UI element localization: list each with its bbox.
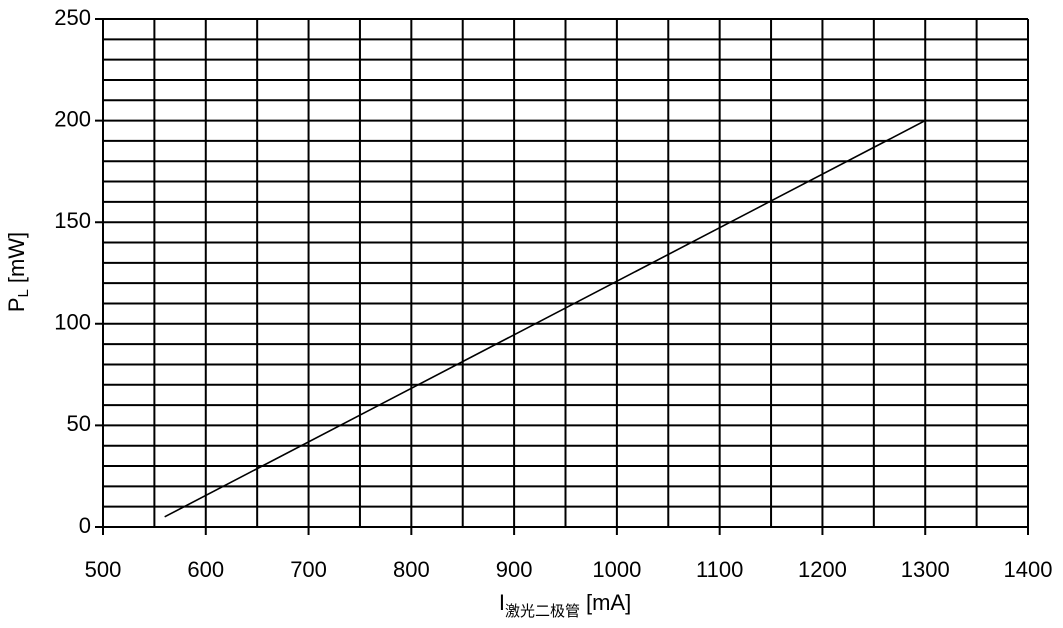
y-tick-label: 250: [54, 5, 91, 30]
data-line: [164, 119, 926, 518]
x-label-symbol: I: [499, 590, 505, 615]
x-tick-label: 1400: [1004, 557, 1053, 582]
x-axis-label: I激光二极管 [mA]: [499, 590, 631, 620]
x-tick-label: 500: [85, 557, 122, 582]
x-tick-label: 700: [290, 557, 327, 582]
y-label-subscript: L: [15, 289, 32, 297]
x-tick-label: 900: [496, 557, 533, 582]
x-tick-label: 1000: [592, 557, 641, 582]
y-tick-label: 150: [54, 208, 91, 233]
y-label-symbol: P: [4, 297, 29, 312]
x-label-unit: [mA]: [586, 590, 631, 615]
y-axis-label: PL [mW]: [4, 232, 32, 312]
y-tick-label: 200: [54, 106, 91, 131]
x-label-subscript: 激光二极管: [505, 603, 580, 620]
y-tick-label: 100: [54, 310, 91, 335]
x-tick-label: 1200: [798, 557, 847, 582]
x-tick-label: 600: [187, 557, 224, 582]
x-tick-label: 800: [393, 557, 430, 582]
x-tick-label: 1300: [901, 557, 950, 582]
y-tick-label: 50: [67, 411, 91, 436]
x-tick-label: 1100: [696, 557, 743, 582]
y-label-unit: [mW]: [4, 232, 29, 283]
y-tick-label: 0: [79, 513, 91, 538]
